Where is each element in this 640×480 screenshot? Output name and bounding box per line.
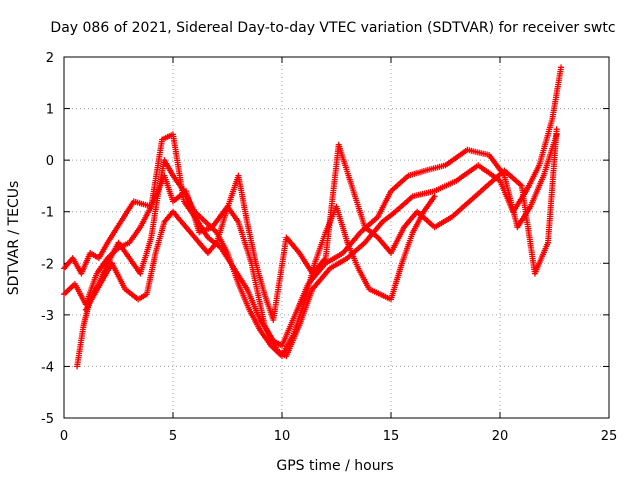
series-track-c: [74, 157, 438, 370]
series-track-a: [61, 64, 565, 360]
y-tick-label: -3: [41, 309, 54, 324]
data-marks: [61, 64, 565, 370]
data-point-markers: [74, 157, 438, 370]
x-tick-label: 10: [274, 429, 291, 444]
series-track-d: [82, 126, 560, 323]
x-tick-label: 15: [383, 429, 400, 444]
x-tick-label: 0: [60, 429, 68, 444]
plot-frame: [63, 56, 610, 419]
x-tick-label: 20: [492, 429, 509, 444]
x-tick-label: 25: [601, 429, 618, 444]
series-track-b: [61, 131, 560, 349]
y-tick-label: 0: [46, 154, 54, 169]
data-point-markers: [61, 131, 560, 349]
data-point-markers: [82, 126, 560, 323]
y-tick-label: -4: [41, 360, 54, 375]
data-point-markers: [61, 64, 565, 360]
y-tick-label: 2: [46, 51, 54, 66]
x-tick-label: 5: [169, 429, 177, 444]
axis-ticks: 0 5 10 15 20 25 -5 -4 -3 -2 -1 0 1 2: [41, 51, 617, 444]
y-axis-label: SDTVAR / TECUs: [6, 181, 22, 296]
y-tick-label: -2: [41, 257, 54, 272]
chart-title: Day 086 of 2021, Sidereal Day-to-day VTE…: [50, 20, 615, 36]
y-tick-label: 1: [46, 103, 54, 118]
y-tick-label: -5: [41, 412, 54, 427]
x-axis-label: GPS time / hours: [276, 458, 393, 474]
y-tick-label: -1: [41, 206, 54, 221]
